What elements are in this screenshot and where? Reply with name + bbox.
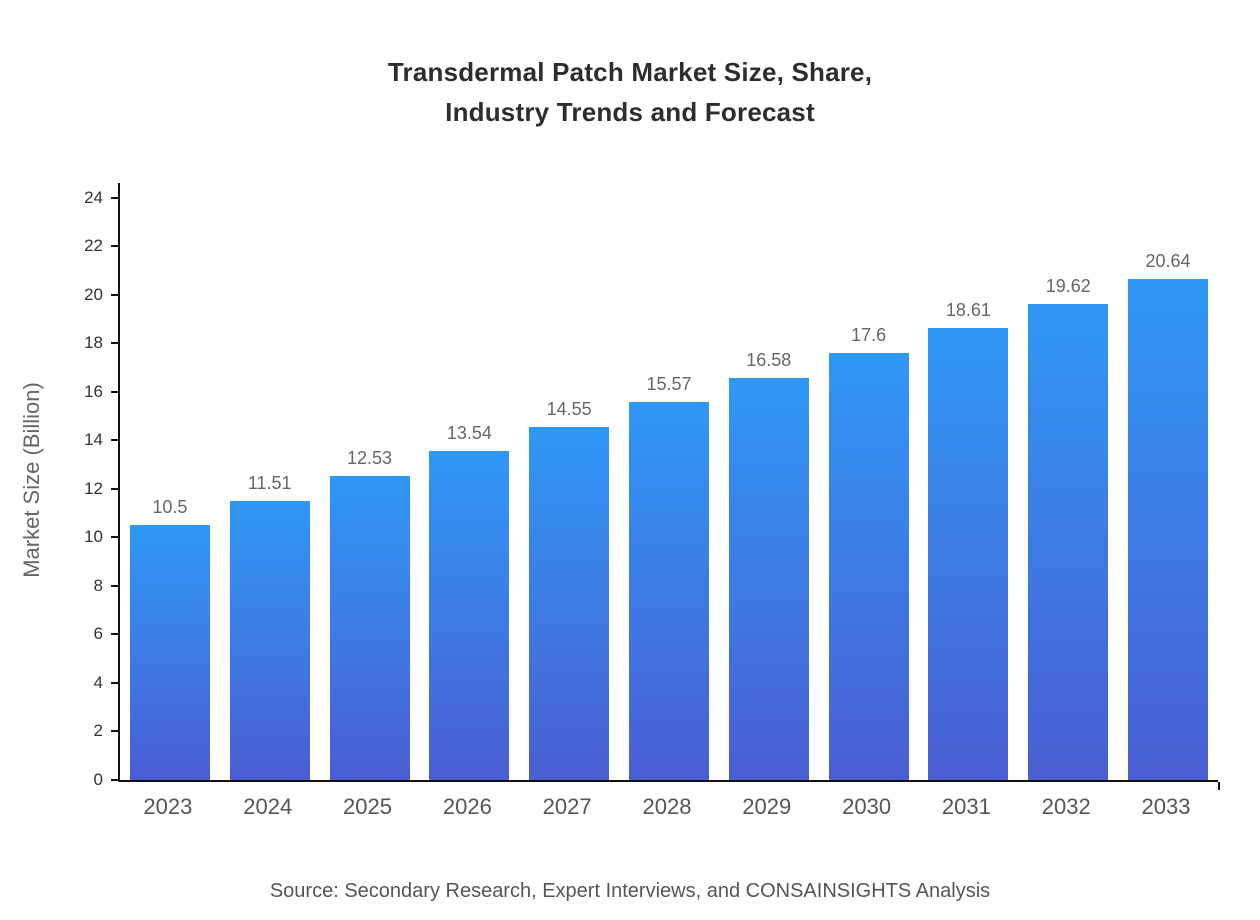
x-axis-label-2023: 2023 [143, 794, 193, 819]
bar-value-label: 13.54 [446, 423, 492, 444]
bar-value-label: 19.62 [1045, 275, 1091, 296]
x-axis-label-2030: 2030 [842, 794, 892, 819]
bar-2029 [728, 377, 809, 780]
x-axis-label-2029: 2029 [742, 794, 792, 819]
bar-2027 [529, 426, 610, 780]
bar-value-label: 14.55 [546, 398, 592, 419]
y-axis-tick-mark [111, 245, 120, 248]
x-axis-label-2031: 2031 [941, 794, 991, 819]
x-axis-label-2033: 2033 [1141, 794, 1191, 819]
bar-group-2026: 13.54 [419, 183, 519, 780]
bar-group-2027: 14.55 [519, 183, 619, 780]
y-axis-tick-mark [111, 293, 120, 296]
x-axis-label-2025: 2025 [343, 794, 392, 819]
chart-title-line-1: Transdermal Patch Market Size, Share, [387, 57, 873, 87]
y-axis-tick-mark [111, 536, 120, 539]
bar-group-2025: 12.53 [320, 183, 420, 780]
y-axis-tick-mark [111, 390, 120, 393]
x-axis-label-2027: 2027 [542, 794, 592, 819]
bar-2033 [1128, 279, 1209, 780]
y-axis-tick-mark [111, 196, 120, 199]
y-axis-tick-mark [111, 487, 120, 490]
bar-2028 [628, 402, 709, 780]
bar-group-2028: 15.57 [619, 183, 719, 780]
bar-value-label: 17.6 [851, 324, 887, 345]
y-axis-tick-mark [111, 681, 120, 684]
bar-group-2029: 16.58 [719, 183, 819, 780]
bar-group-2031: 18.61 [919, 183, 1019, 780]
bar-2032 [1028, 303, 1109, 780]
bar-value-label: 16.58 [746, 349, 792, 370]
bar-group-2033: 20.64 [1118, 183, 1218, 780]
bar-value-label: 12.53 [347, 447, 393, 468]
y-axis-tick-mark [111, 633, 120, 636]
x-axis-label-2026: 2026 [442, 794, 492, 819]
x-axis-labels: 2023 2024 2025 2026 2027 2028 2029 2030 2031 2032… [118, 794, 1216, 820]
bar-2023 [129, 525, 210, 780]
bars: 10.5 11.51 12.53 13.54 14.55 15.57 16.58 17.6 18… [120, 183, 1218, 780]
bar-value-label: 11.51 [247, 472, 292, 493]
y-axis-tick-mark [111, 342, 120, 345]
y-axis-title: Market Size (Billion) [19, 382, 44, 578]
bar-group-2030: 17.6 [819, 183, 919, 780]
bar-2025 [329, 475, 410, 780]
source-note: Source: Secondary Research, Expert Inter… [269, 880, 991, 902]
y-axis-tick-mark [111, 439, 120, 442]
plot-area: 10.5 11.51 12.53 13.54 14.55 15.57 16.58 17.6 18… [84, 183, 1220, 790]
bar-group-2023: 10.5 [120, 183, 220, 780]
bar-value-label: 10.5 [152, 497, 188, 518]
y-axis-tick-mark [111, 584, 120, 587]
bar-group-2024: 11.51 [220, 183, 320, 780]
bar-value-label: 15.57 [646, 374, 692, 395]
bar-value-label: 18.61 [945, 300, 991, 321]
x-axis-end-tick [1218, 782, 1220, 790]
y-axis-tick-mark [111, 779, 120, 781]
chart-title: Transdermal Patch Market Size, Share, In… [0, 52, 1260, 132]
chart-title-line-2: Industry Trends and Forecast [445, 97, 815, 127]
bar-2024 [229, 500, 310, 780]
bar-group-2032: 19.62 [1018, 183, 1118, 780]
bar-2030 [828, 352, 909, 780]
x-axis-label-2028: 2028 [642, 794, 692, 819]
x-axis-label-2032: 2032 [1041, 794, 1091, 819]
y-axis-tick-mark [111, 730, 120, 733]
x-axis-label-2024: 2024 [243, 794, 293, 819]
bar-2026 [429, 451, 510, 780]
bar-value-label: 20.64 [1145, 251, 1191, 272]
bar-2031 [928, 328, 1009, 780]
